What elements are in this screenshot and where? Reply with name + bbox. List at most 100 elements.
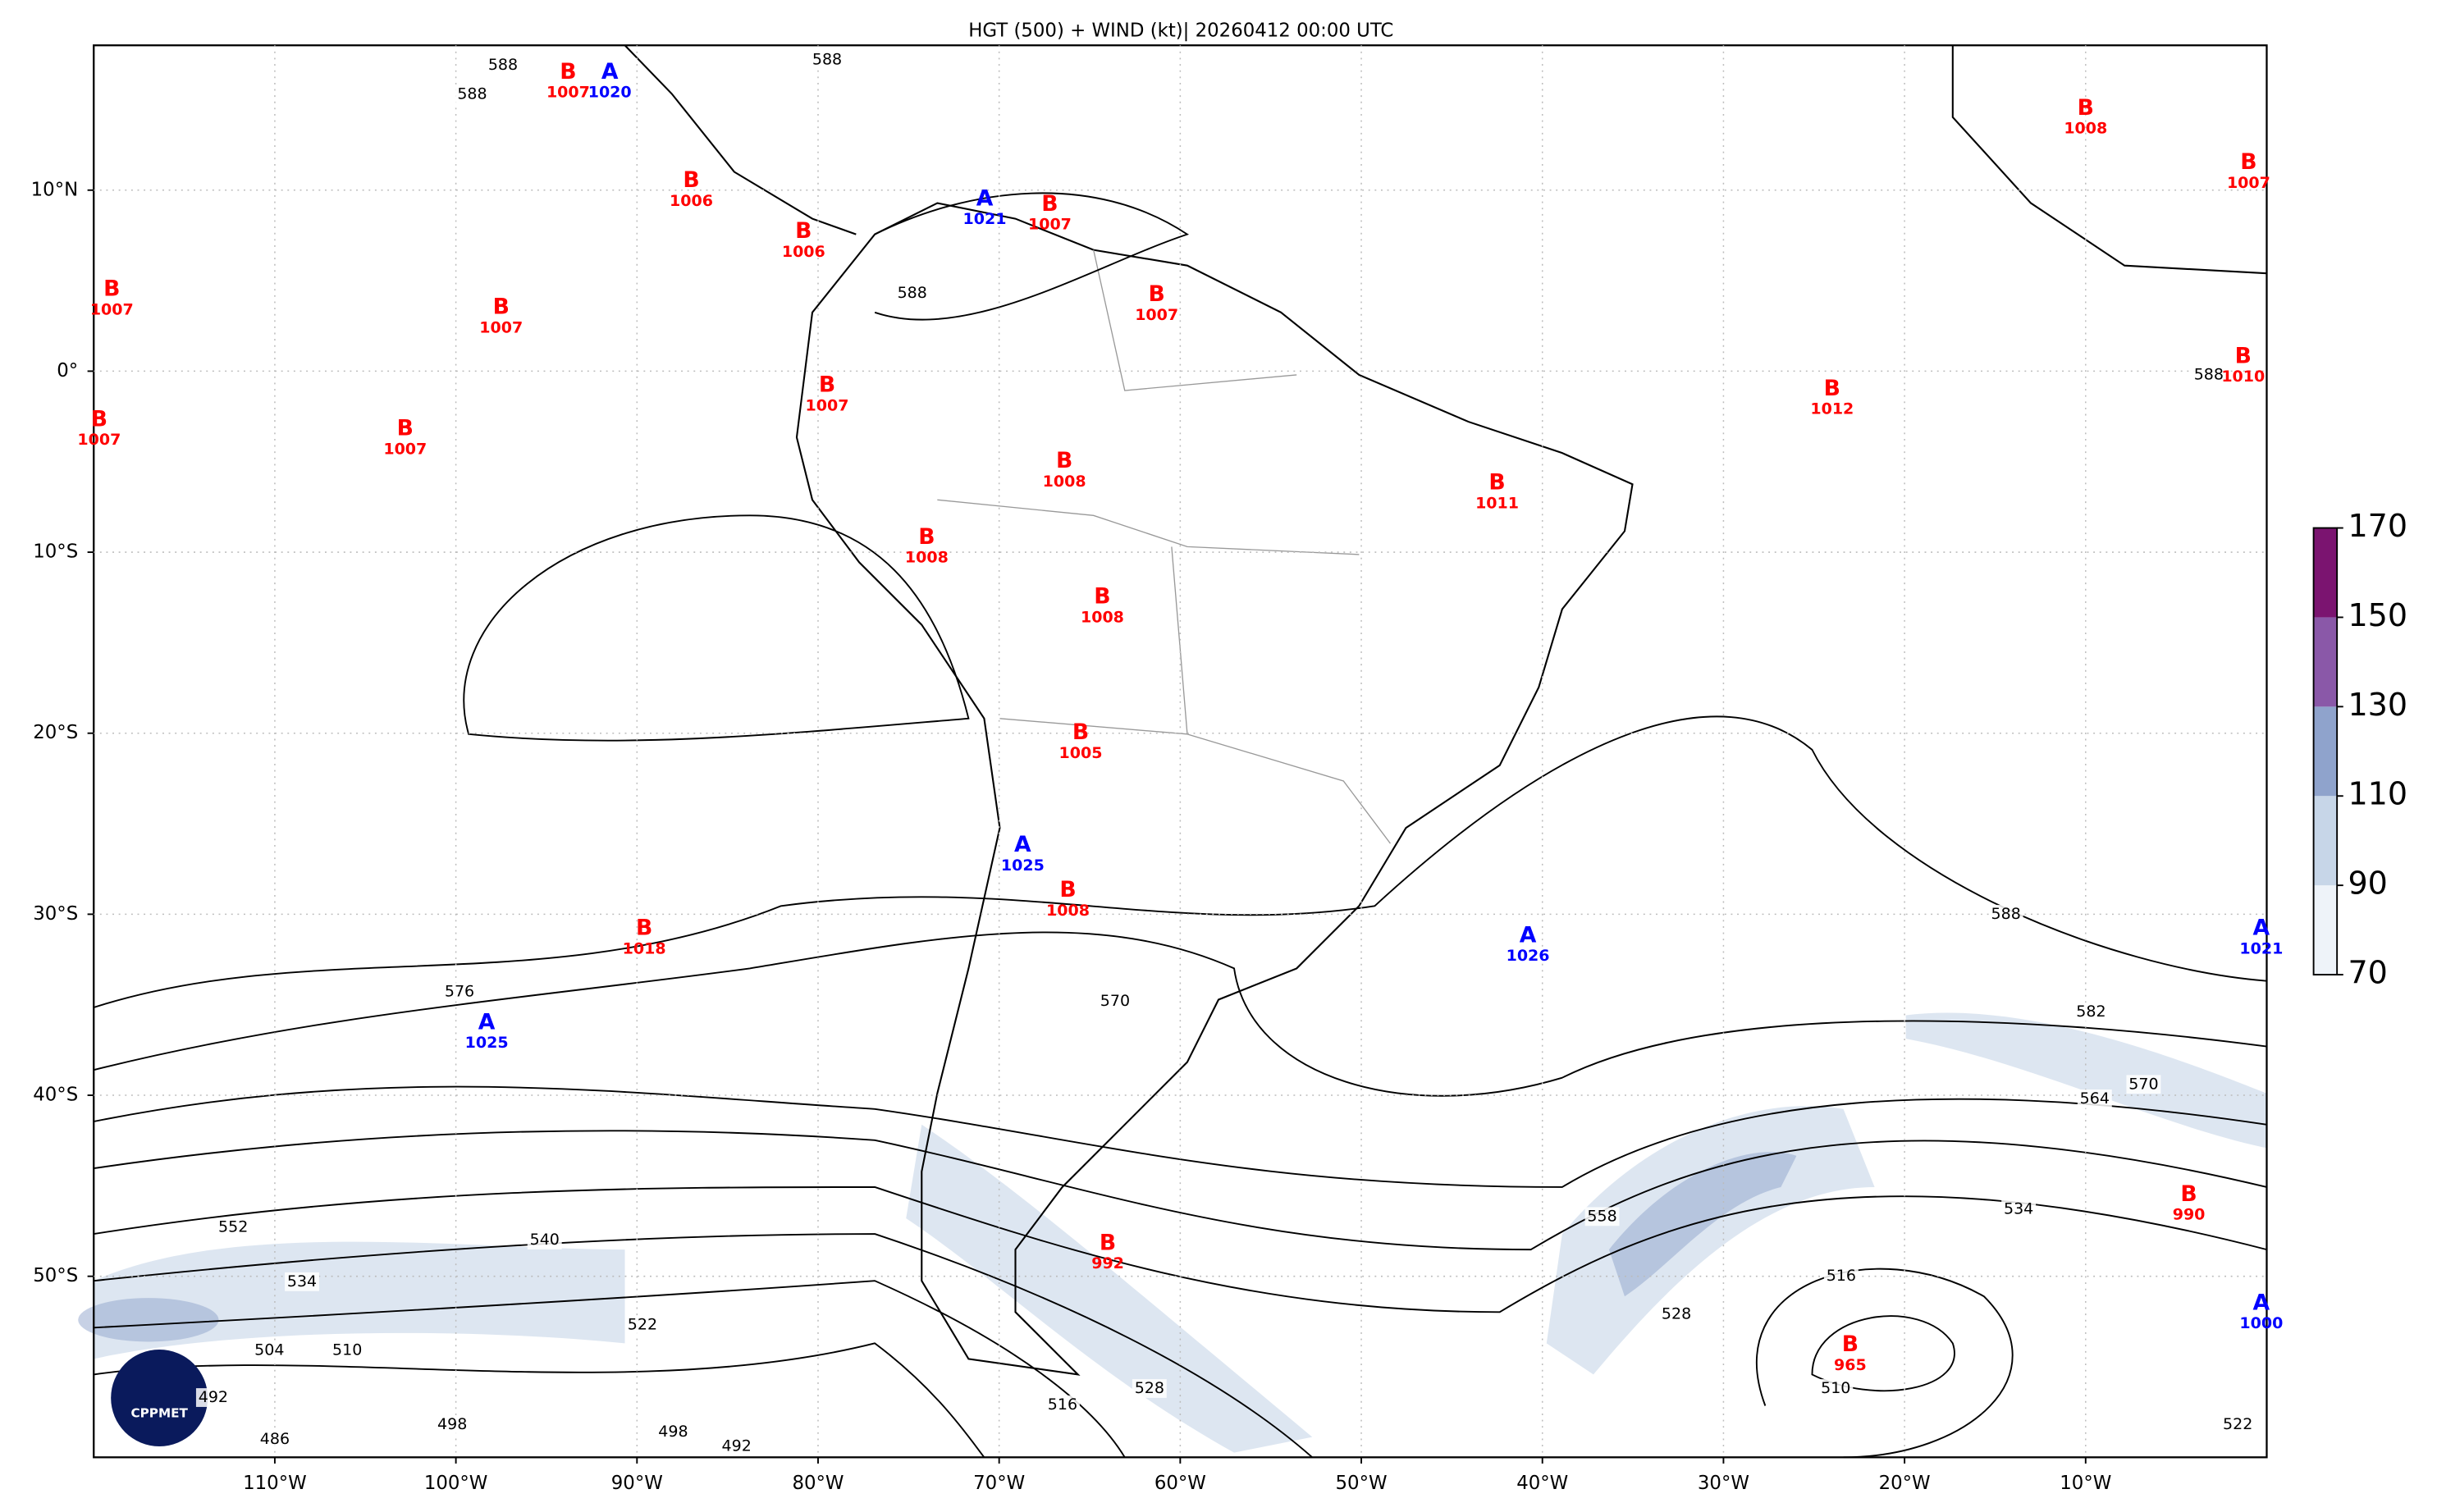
contour-label-bg (1584, 1207, 1620, 1227)
pressure-center-letter: B (2240, 149, 2256, 175)
contour-label-bg (1132, 1379, 1167, 1398)
contour-label-bg (285, 1272, 319, 1291)
contour-label: 516 (1827, 1267, 1856, 1285)
pressure-center-value: 1008 (1046, 902, 1090, 920)
pressure-center-value: 1007 (1028, 216, 1072, 234)
contour-label-bg (2077, 1089, 2112, 1108)
pressure-center-letter: A (976, 185, 994, 211)
pressure-center-letter: B (683, 167, 699, 193)
y-tick-label: 20°S (33, 722, 78, 743)
contour-label-bg (1818, 1379, 1854, 1398)
contour-label-bg (656, 1423, 691, 1441)
pressure-center-letter: A (1520, 922, 1537, 948)
contour-label: 498 (437, 1415, 467, 1433)
contour-label: 570 (2128, 1075, 2158, 1093)
contour-label-bg (2074, 1003, 2109, 1021)
x-tick-label: 60°W (1154, 1473, 1206, 1494)
contour-label-bg (1659, 1304, 1694, 1324)
contour-label: 588 (898, 284, 927, 302)
x-tick-label: 90°W (611, 1473, 663, 1494)
pressure-center-value: 1007 (806, 396, 849, 414)
pressure-center-letter: B (1842, 1332, 1859, 1357)
x-tick-label: 20°W (1879, 1473, 1931, 1494)
pressure-center-value: 1006 (670, 192, 713, 210)
x-tick-label: 100°W (424, 1473, 488, 1494)
pressure-center-value: 965 (1834, 1356, 1867, 1374)
contour-label: 534 (2004, 1200, 2033, 1218)
contour-label-bg (624, 1315, 660, 1335)
contour-label: 552 (218, 1218, 248, 1236)
contour-label: 588 (457, 85, 487, 103)
pressure-center-letter: B (819, 372, 835, 398)
contour-label: 498 (658, 1423, 688, 1441)
contour-label-bg (894, 284, 930, 303)
pressure-center-value: 1007 (2227, 174, 2270, 192)
coastlines (624, 44, 2267, 1376)
colorbar-tick-label: 130 (2348, 687, 2407, 723)
pressure-center-letter: B (1094, 584, 1110, 610)
contour-label: 564 (2080, 1089, 2110, 1108)
pressure-center-letter: B (795, 218, 812, 244)
pressure-center-letter: B (1488, 470, 1505, 496)
contour-label: 558 (1587, 1207, 1616, 1225)
colorbar-tick-label: 110 (2348, 776, 2407, 812)
pressure-center-letter: B (918, 524, 935, 550)
pressure-center-value: 1008 (1043, 473, 1086, 491)
pressure-center-value: 1008 (1081, 608, 1124, 626)
pressure-center-letter: B (636, 916, 652, 941)
pressure-center-letter: A (2253, 1290, 2270, 1315)
pressure-center-value: 1018 (623, 939, 666, 957)
height-contours (93, 192, 2267, 1459)
contour-label: 486 (260, 1430, 290, 1448)
pressure-center-value: 1007 (383, 440, 427, 458)
contour-label: 504 (254, 1341, 284, 1359)
pressure-center-letter: B (2235, 343, 2252, 368)
pressure-center-letter: B (397, 416, 414, 441)
colorbar-frame (2312, 527, 2339, 975)
y-tick-label: 50°S (33, 1265, 78, 1286)
colorbar-tick-label: 70 (2348, 955, 2387, 991)
y-tick-label: 30°S (33, 903, 78, 925)
x-tick-label: 110°W (243, 1473, 307, 1494)
contour-label: 540 (530, 1231, 560, 1249)
pressure-center-letter: B (1072, 719, 1089, 745)
x-tick-label: 40°W (1516, 1473, 1568, 1494)
pressure-center-letter: B (2180, 1181, 2197, 1207)
contour-label-bg (1045, 1395, 1080, 1414)
pressure-center-letter: A (1014, 832, 1031, 857)
pressure-center-letter: A (478, 1009, 496, 1035)
pressure-center-value: 1012 (1810, 400, 1854, 418)
x-tick-label: 70°W (973, 1473, 1025, 1494)
pressure-center-letter: A (601, 59, 619, 85)
pressure-center-value: 1008 (905, 549, 949, 567)
colorbar-tick-label: 150 (2348, 597, 2407, 633)
pressure-center-letter: B (1149, 281, 1165, 307)
contour-label-bg (486, 56, 520, 75)
contour-label-bg (455, 85, 490, 104)
pressure-center-value: 1010 (2221, 368, 2265, 386)
contour-label-bg (2191, 365, 2226, 385)
pressure-center-letter: B (1100, 1230, 1116, 1255)
contour-label-bg (2001, 1199, 2037, 1219)
pressure-center-value: 1021 (963, 210, 1007, 228)
x-tick-label: 80°W (792, 1473, 844, 1494)
colorbar-segment (2313, 528, 2338, 618)
y-tick-label: 10°S (33, 541, 78, 563)
pressure-center-value: 1007 (1135, 306, 1178, 324)
contour-label: 492 (722, 1437, 752, 1455)
contour-label: 510 (1821, 1379, 1850, 1397)
pressure-center-value: 1006 (782, 243, 825, 261)
contour-label-bg (442, 982, 477, 1002)
y-tick-label: 10°N (31, 179, 79, 200)
colorbar-segment (2313, 885, 2338, 975)
contour-label-bg (527, 1231, 562, 1249)
x-tick-label: 10°W (2060, 1473, 2111, 1494)
contour-label: 576 (445, 983, 474, 1001)
pressure-center-value: 992 (1091, 1254, 1124, 1272)
pressure-center-value: 1026 (1507, 947, 1550, 965)
pressure-center-letter: B (1056, 448, 1072, 473)
colorbar-segment (2313, 706, 2338, 797)
contour-label: 534 (287, 1272, 317, 1290)
